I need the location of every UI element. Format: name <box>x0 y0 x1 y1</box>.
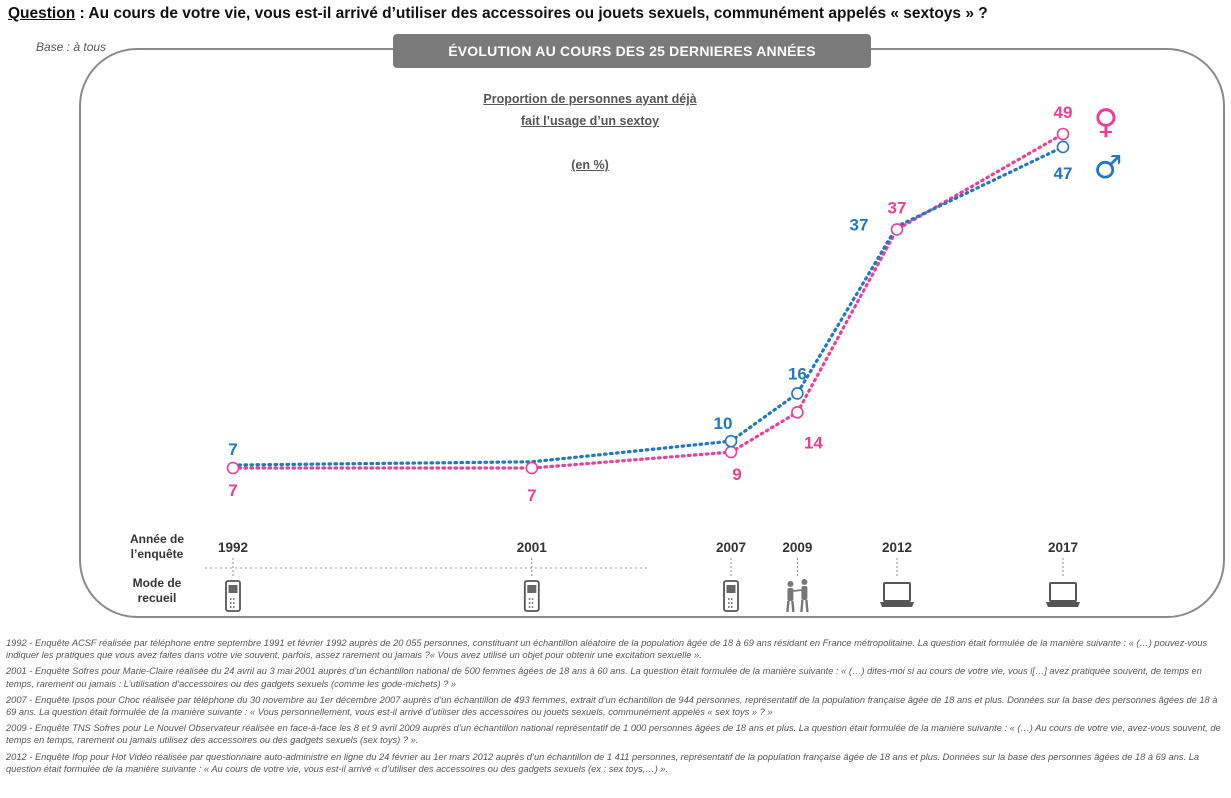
laptop-icon <box>1046 582 1080 607</box>
data-point <box>1056 127 1070 141</box>
phone-screen <box>228 585 238 593</box>
series-line-femmes <box>231 132 1065 470</box>
phone-screen <box>726 585 736 593</box>
phone-screen <box>527 585 537 593</box>
data-label: 37 <box>888 198 907 217</box>
footnote: 1992 - Enquête ACSF réalisée par télépho… <box>6 638 1208 661</box>
data-point <box>791 406 804 419</box>
laptop-base <box>880 602 914 607</box>
series-line-hommes <box>231 145 1065 467</box>
data-label: 47 <box>1054 164 1073 183</box>
footnotes: 1992 - Enquête ACSF réalisée par télépho… <box>6 637 1226 779</box>
face-to-face-icon <box>786 579 809 613</box>
chart-title-line-3: (en %) <box>571 158 609 172</box>
mode-row-label-2: recueil <box>137 591 177 605</box>
year-tick-label: 2017 <box>1048 540 1078 555</box>
question-label: Question <box>8 5 76 22</box>
phone-icon <box>523 580 540 612</box>
mode-row-label: Mode de recueil <box>122 576 192 606</box>
chart-title-line-1: Proportion de personnes ayant déjà <box>483 92 697 106</box>
data-label: 7 <box>228 481 237 500</box>
person-leg <box>800 599 804 613</box>
data-point <box>226 461 240 475</box>
person-body <box>801 586 808 600</box>
data-point <box>890 223 904 236</box>
line-chart: 7 7 9 14 37 49 7 10 16 37 47 ♀ ♂ 1992 2001 2007 2009 2012… <box>205 102 1123 613</box>
data-label: 9 <box>732 465 741 484</box>
year-tick-label: 2007 <box>716 540 746 555</box>
year-row-label-1: Année de <box>129 532 184 546</box>
data-point <box>525 461 539 475</box>
question-text: : Au cours de votre vie, vous est-il arr… <box>75 5 988 22</box>
year-tick-label: 2009 <box>782 540 812 555</box>
laptop-screen <box>1049 582 1077 602</box>
base-note: Base : à tous <box>36 40 107 54</box>
phone-icon <box>723 580 739 612</box>
person-leg <box>805 599 809 613</box>
data-point <box>1056 140 1070 154</box>
data-label: 10 <box>714 414 733 433</box>
chart-banner: ÉVOLUTION AU COURS DES 25 DERNIERES ANNÉ… <box>393 34 871 68</box>
mode-row-label-1: Mode de <box>132 576 182 590</box>
data-label: 14 <box>804 433 823 452</box>
data-label: 49 <box>1054 103 1073 122</box>
data-label: 7 <box>228 440 237 459</box>
chart-title-line-2: fait l’usage d’un sextoy <box>520 114 660 128</box>
handshake-arm <box>793 589 802 592</box>
year-row-label-2: l’enquête <box>130 547 184 561</box>
person-head <box>801 579 808 585</box>
male-symbol-icon: ♂ <box>1094 148 1123 186</box>
data-label: 37 <box>850 215 869 234</box>
question: Question : Au cours de votre vie, vous e… <box>8 5 1228 23</box>
data-point <box>724 445 738 459</box>
person-leg <box>786 600 790 613</box>
footnote: 2009 - Enquête TNS Sofres pour Le Nouvel… <box>6 723 1221 746</box>
phone-icon <box>225 580 241 612</box>
laptop-icon <box>880 582 914 607</box>
data-label: 16 <box>788 364 807 383</box>
laptop-base <box>1046 602 1080 607</box>
footnote: 2001 - Enquête Sofres pour Marie-Claire … <box>6 666 1202 689</box>
year-tick-label: 1992 <box>218 540 248 555</box>
data-label: 7 <box>527 486 536 505</box>
data-point <box>791 387 804 400</box>
person-leg <box>791 600 795 613</box>
year-tick-label: 2001 <box>517 540 548 555</box>
female-symbol-icon: ♀ <box>1094 102 1119 142</box>
footnote: 2012 - Enquête Ifop pour Hot Vidéo réali… <box>6 751 1200 774</box>
person-body <box>787 588 794 601</box>
year-row-label: Année de l’enquête <box>122 532 192 562</box>
data-point <box>724 434 738 448</box>
chart-title: Proportion de personnes ayant déjà fait … <box>420 88 760 176</box>
person-head <box>787 581 794 587</box>
footnote: 2007 - Enquête Ipsos pour Choc réalisée … <box>6 694 1218 718</box>
laptop-screen <box>883 582 911 602</box>
year-tick-label: 2012 <box>882 540 912 555</box>
